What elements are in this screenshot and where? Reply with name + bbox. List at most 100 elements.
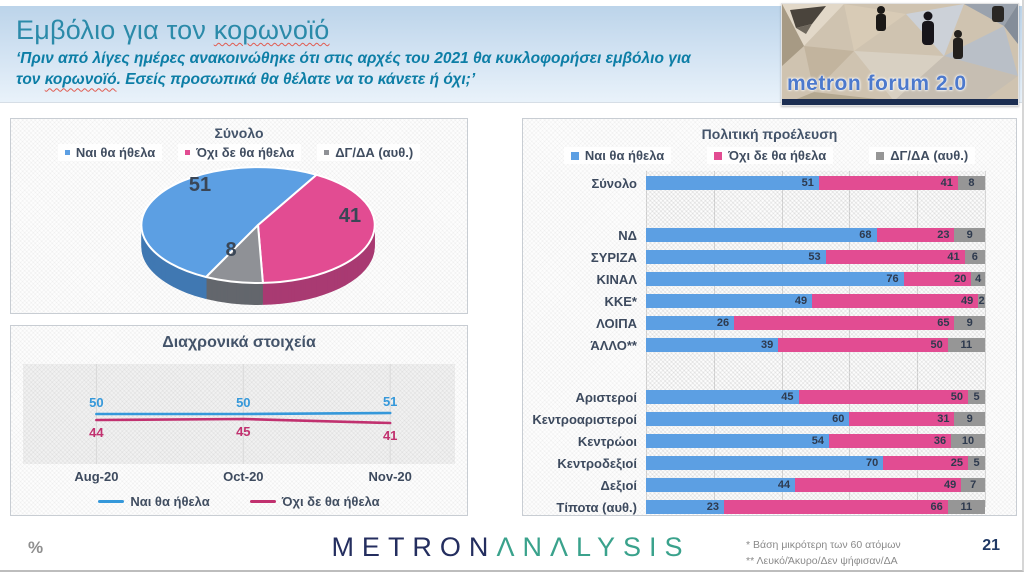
bar-value-label: 45 [781,390,794,403]
bar-segment-yes: 68 [646,228,877,242]
bar-track: 68 23 9 [646,228,985,242]
bar-segment-dk: 2 [978,294,985,308]
bar-group-gap [529,198,985,220]
legend-item: Ναι θα ήθελα [57,144,163,161]
bar-segment-no: 50 [778,338,948,352]
page-number: 21 [982,537,1000,554]
pie-value-label: 51 [189,174,211,196]
bar-category-label: ΛΟΙΠΑ [596,315,637,331]
bar-segment-no: 41 [825,250,965,264]
legend-label: Όχι δε θα ήθελα [281,494,380,509]
bar-segment-no: 66 [723,500,948,514]
bar-row: Κεντροαριστεροί 60 31 9 [529,412,985,427]
legend-item: ΔΓ/ΔΑ (αυθ.) [869,147,976,164]
bar-segment-dk: 6 [964,250,985,264]
bar-track: 45 50 5 [646,390,985,404]
bar-segment-no: 23 [876,228,955,242]
bar-value-label: 66 [930,500,943,513]
metron-forum-logo: metron forum 2.0 [787,72,967,95]
bar-segment-dk: 9 [954,228,985,242]
bar-value-label: 50 [950,390,964,403]
page-title: Εμβόλιο για τον κορωνοϊό [16,15,1022,46]
legend-label: Ναι θα ήθελα [75,145,156,160]
bar-row: Σύνολο 51 41 8 [529,176,985,191]
bar-segment-yes: 23 [646,500,724,514]
bar-segment-no: 41 [818,176,958,190]
bar-value-label: 49 [794,294,808,307]
bar-segment-yes: 44 [646,478,796,492]
bar-segment-yes: 60 [646,412,850,426]
question-line2-pre: τον [16,71,45,89]
bar-track: 76 20 4 [646,272,985,286]
bar-value-label: 4 [975,272,982,285]
trend-line-panel: Διαχρονικά στοιχεία 50 50 51 44 45 41 Aug-20 O… [10,325,468,516]
bar-value-label: 70 [866,456,879,469]
data-point-label: 44 [89,425,104,440]
legend-square-marker [570,151,579,160]
line-chart: 50 50 51 44 45 41 [89,364,397,464]
bar-category-label: ΚΚΕ* [604,293,637,309]
bar-value-label: 44 [777,478,791,491]
bar-category-label: ΣΥΡΙΖΑ [590,249,637,265]
title-text: Εμβόλιο για τον [16,15,214,45]
bar-category-label: Κεντρώοι [577,433,637,449]
logo-metron-text: METRON [331,532,497,562]
footnotes: * Βάση μικρότερη των 60 ατόμων ** Λευκό/… [746,537,901,570]
bar-category-label: ΝΔ [618,227,637,243]
legend-item: Όχι δε θα ήθελα [707,147,834,164]
bar-segment-yes: 53 [646,250,826,264]
bar-value-label: 9 [966,228,973,241]
bar-segment-dk: 10 [951,434,985,448]
pie-chart: 51 41 8 [140,166,376,305]
bar-row: ΛΟΙΠΑ 26 65 9 [529,315,985,331]
bar-row: ΚΙΝΑΛ 76 20 4 [529,272,985,287]
bar-segment-no: 50 [798,390,969,404]
legend-label: Όχι δε θα ήθελα [728,148,827,163]
header-band: Εμβόλιο για τον κορωνοϊό ‘Πριν από λίγες… [0,3,1022,106]
bar-track: 44 49 7 [646,478,985,492]
bar-value-label: 2 [978,294,985,307]
bar-group-gap [529,360,985,382]
footnote-base: * Βάση μικρότερη των 60 ατόμων [746,539,901,551]
title-word-spellcheck: κορωνοϊό [213,15,330,45]
bar-segment-dk: 4 [971,272,985,286]
legend-square-marker [714,151,723,160]
line-legend: Ναι θα ήθελα Όχι δε θα ήθελα [11,493,467,510]
bar-value-label: 23 [937,228,950,241]
question-word-spellcheck: κορωνοϊό [44,71,117,89]
political-origin-bars-panel: Πολιτική προέλευση Ναι θα ήθελα Όχι δε θα… [522,118,1017,516]
bar-segment-dk: 11 [947,338,985,352]
bar-value-label: 39 [760,338,774,351]
bar-segment-yes: 49 [646,294,813,308]
bar-row: Αριστεροί 45 50 5 [529,389,985,405]
bar-chart-title: Πολιτική προέλευση [701,126,838,142]
bar-value-label: 65 [937,316,950,329]
percent-unit-label: % [28,538,44,557]
legend-item: Όχι δε θα ήθελα [178,144,302,161]
bar-value-label: 68 [859,228,872,241]
bar-segment-dk: 11 [947,500,985,514]
bar-value-label: 36 [933,434,947,447]
pie-value-label: 8 [225,239,236,261]
bar-track: 26 65 9 [646,316,985,330]
legend-line-marker [98,500,125,503]
data-point-label: 51 [383,394,397,409]
series-line [95,411,392,416]
bar-segment-yes: 70 [646,456,884,470]
bar-category-label: Αριστεροί [575,389,637,405]
bar-track: 70 25 5 [646,456,985,470]
mosaic-photo-graphic [782,4,1018,105]
bar-segment-no: 49 [795,478,962,492]
bar-row: Κεντροδεξιοί 70 25 5 [529,456,985,471]
bar-segment-yes: 39 [646,338,779,352]
legend-item: Ναι θα ήθελα [91,493,216,510]
bar-segment-dk: 9 [954,412,985,426]
bar-segment-dk: 5 [968,390,985,404]
legend-line-marker [249,500,276,503]
pie-title: Σύνολο [214,125,264,141]
pie-value-label: 41 [339,205,361,227]
bar-track: 39 50 11 [646,338,985,352]
pie-slice [140,166,318,278]
legend-square-marker [876,151,885,160]
